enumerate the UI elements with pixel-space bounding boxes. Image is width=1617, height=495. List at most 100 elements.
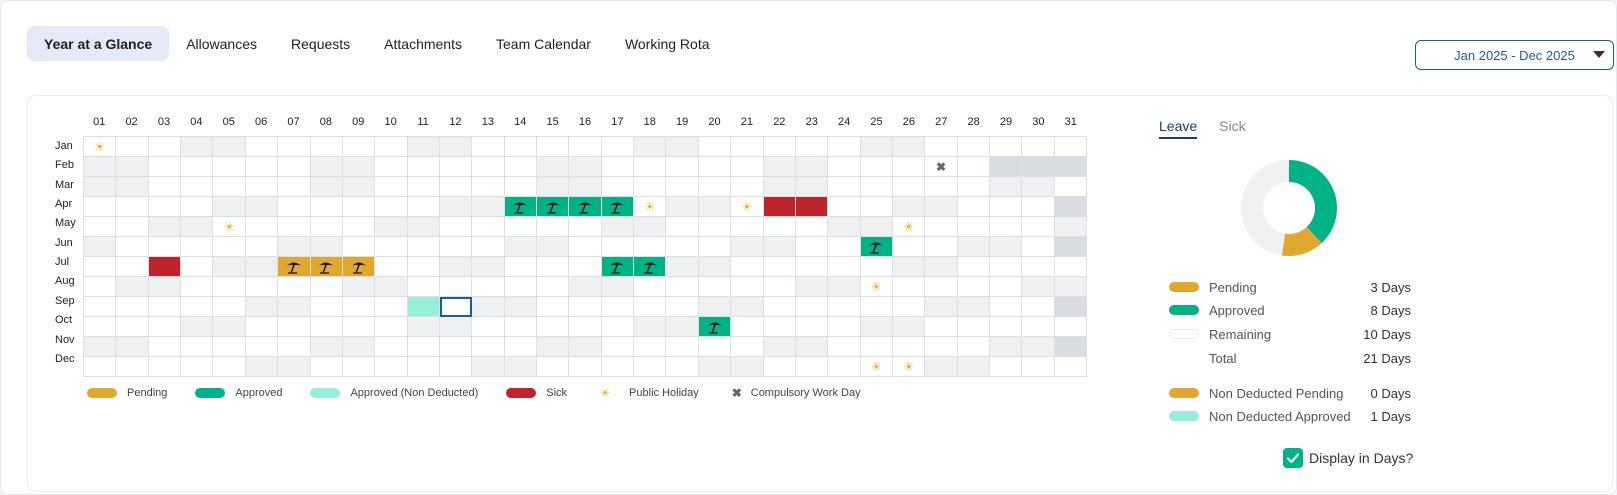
day-cell[interactable] [407,357,440,377]
day-cell[interactable] [310,237,343,257]
day-cell[interactable] [860,157,893,177]
day-cell[interactable] [795,277,829,297]
day-cell[interactable] [892,297,926,317]
display-in-days-checkbox[interactable] [1283,448,1303,468]
day-cell[interactable] [375,137,408,157]
day-cell[interactable] [795,337,829,357]
day-cell[interactable] [278,217,311,237]
day-cell[interactable] [925,257,958,277]
day-cell[interactable] [1054,137,1088,157]
day-cell[interactable] [892,337,926,357]
day-cell[interactable] [860,217,893,237]
day-cell[interactable] [504,317,538,337]
day-cell[interactable] [569,137,602,157]
day-cell[interactable]: ☀ [892,357,926,377]
tab-sick[interactable]: Sick [1219,118,1246,134]
day-cell[interactable] [795,177,829,197]
day-cell[interactable] [763,357,796,377]
day-cell[interactable] [245,297,279,317]
day-cell[interactable] [407,137,440,157]
day-cell[interactable] [245,257,279,277]
day-cell[interactable] [439,337,473,357]
day-cell[interactable] [278,137,311,157]
day-cell[interactable] [763,137,796,157]
day-cell[interactable] [763,197,796,217]
day-cell[interactable] [537,257,570,277]
day-cell[interactable] [213,357,246,377]
day-cell[interactable] [1022,297,1055,317]
day-cell[interactable]: ☀ [213,217,246,237]
day-cell[interactable] [504,157,538,177]
day-cell[interactable] [698,197,732,217]
day-cell[interactable] [375,317,408,337]
day-cell[interactable] [310,277,343,297]
day-cell[interactable] [601,157,635,177]
day-cell[interactable] [795,357,829,377]
day-cell[interactable] [504,137,538,157]
day-cell[interactable] [116,177,149,197]
day-cell[interactable] [181,357,214,377]
day-cell[interactable] [795,257,829,277]
day-cell[interactable] [504,237,538,257]
day-cell[interactable] [181,157,214,177]
day-cell[interactable] [892,277,926,297]
day-cell[interactable] [569,277,602,297]
day-cell[interactable] [828,337,861,357]
day-cell[interactable] [116,197,149,217]
day-cell[interactable] [860,177,893,197]
day-cell[interactable] [213,277,246,297]
day-cell[interactable] [957,177,991,197]
day-cell[interactable] [213,137,246,157]
day-cell[interactable] [860,137,893,157]
day-cell[interactable] [925,137,958,157]
day-cell[interactable] [925,297,958,317]
day-cell[interactable] [666,317,699,337]
day-cell[interactable] [375,337,408,357]
day-cell[interactable] [342,317,376,337]
day-cell[interactable] [1022,177,1055,197]
day-cell[interactable] [634,317,667,337]
day-cell[interactable] [601,197,635,217]
day-cell[interactable] [84,157,117,177]
day-cell[interactable] [472,337,505,357]
day-cell[interactable] [569,237,602,257]
day-cell[interactable] [860,237,893,257]
day-cell[interactable]: ☀ [634,197,667,217]
day-cell[interactable] [634,357,667,377]
day-cell[interactable] [666,157,699,177]
day-cell[interactable] [116,157,149,177]
day-cell[interactable] [84,357,117,377]
day-cell[interactable] [116,317,149,337]
day-cell[interactable] [763,217,796,237]
day-cell[interactable] [504,217,538,237]
day-cell[interactable] [148,357,182,377]
day-cell[interactable] [666,217,699,237]
day-cell[interactable] [342,277,376,297]
day-cell[interactable] [828,157,861,177]
day-cell[interactable] [439,317,473,337]
day-cell[interactable] [634,337,667,357]
day-cell[interactable] [666,197,699,217]
day-cell[interactable] [472,197,505,217]
day-cell[interactable] [245,357,279,377]
day-cell[interactable] [925,197,958,217]
day-cell[interactable] [148,137,182,157]
day-cell[interactable] [1022,317,1055,337]
day-cell[interactable] [957,317,991,337]
day-cell[interactable] [731,297,764,317]
day-cell[interactable] [84,297,117,317]
day-cell[interactable] [537,337,570,357]
day-cell[interactable] [795,317,829,337]
day-cell[interactable] [698,217,732,237]
day-cell[interactable] [278,297,311,317]
day-cell[interactable] [666,297,699,317]
day-cell[interactable] [666,277,699,297]
day-cell[interactable] [245,157,279,177]
day-cell[interactable] [698,157,732,177]
tab-year-at-a-glance[interactable]: Year at a Glance [27,26,170,61]
day-cell[interactable] [828,297,861,317]
day-cell[interactable] [439,157,473,177]
day-cell[interactable] [245,317,279,337]
day-cell[interactable] [828,357,861,377]
day-cell[interactable] [666,357,699,377]
